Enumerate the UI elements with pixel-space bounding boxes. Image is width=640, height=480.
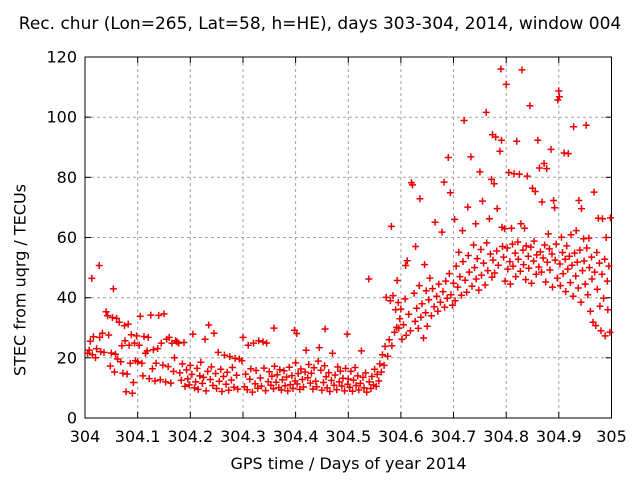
y-tick-label: 60 (57, 228, 77, 247)
chart-title: Rec. chur (Lon=265, Lat=58, h=HE), days … (18, 14, 622, 34)
y-tick-label: 40 (57, 288, 77, 307)
x-tick-label: 304.2 (167, 427, 213, 446)
x-tick-label: 304.6 (378, 427, 424, 446)
x-tick-label: 304.8 (483, 427, 529, 446)
y-tick-label: 120 (46, 48, 77, 67)
y-tick-label: 100 (46, 108, 77, 127)
x-tick-label: 304.7 (431, 427, 477, 446)
plot-border (84, 56, 612, 419)
x-tick-label: 305 (596, 427, 627, 446)
x-tick-label: 304 (70, 427, 101, 446)
x-axis-label: GPS time / Days of year 2014 (230, 454, 467, 473)
y-tick-label: 20 (57, 348, 77, 367)
x-tick-label: 304.5 (325, 427, 371, 446)
x-tick-label: 304.9 (536, 427, 582, 446)
y-tick-label: 80 (57, 168, 77, 187)
x-tick-label: 304.1 (115, 427, 161, 446)
x-tick-label: 304.3 (220, 427, 266, 446)
data-points (84, 65, 614, 397)
x-tick-label: 304.4 (273, 427, 319, 446)
y-tick-label: 0 (67, 409, 77, 428)
